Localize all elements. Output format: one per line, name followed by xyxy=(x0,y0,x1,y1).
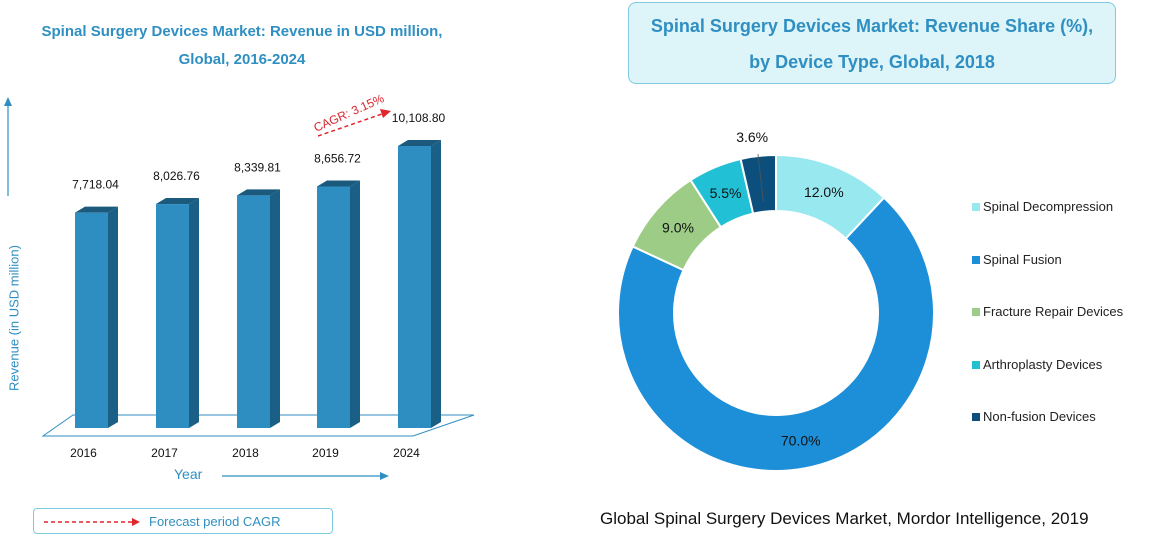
bar-chart-title: Spinal Surgery Devices Market: Revenue i… xyxy=(0,18,484,74)
bar-front xyxy=(156,204,189,428)
pie-legend-swatch xyxy=(972,203,980,211)
bar-side xyxy=(270,189,280,428)
cagr-label: CAGR: 3.15% xyxy=(312,91,387,135)
x-tick-label: 2019 xyxy=(312,446,339,460)
bar-side xyxy=(189,198,199,428)
bar-top xyxy=(237,189,280,196)
donut-slice-label: 3.6% xyxy=(736,129,768,145)
bar-chart-title-line-1: Spinal Surgery Devices Market: Revenue i… xyxy=(41,23,443,40)
bar-front xyxy=(317,186,350,428)
donut-slice-label: 9.0% xyxy=(662,220,694,236)
pie-legend-label: Non-fusion Devices xyxy=(983,409,1096,424)
pie-chart-title-line-2: by Device Type, Global, 2018 xyxy=(749,52,995,72)
donut-slice-4 xyxy=(739,153,777,215)
bar-value-label: 10,108.80 xyxy=(392,111,446,125)
pie-chart-title-line-1: Spinal Surgery Devices Market: Revenue S… xyxy=(650,16,1094,36)
pie-legend-label: Arthroplasty Devices xyxy=(983,356,1103,372)
pie-chart-title: Spinal Surgery Devices Market: Revenue S… xyxy=(628,2,1116,84)
bar-chart-x-axis-label: Year xyxy=(174,466,203,482)
x-tick-label: 2018 xyxy=(232,446,259,460)
donut-slice-label: 12.0% xyxy=(804,184,844,200)
bar-2024 xyxy=(398,139,441,428)
donut-slice-label: 70.0% xyxy=(781,433,821,449)
bar-top xyxy=(317,180,360,187)
pie-legend-label: Spinal Fusion xyxy=(983,251,1062,267)
cagr-arrowhead xyxy=(380,109,391,118)
bar-value-label: 8,339.81 xyxy=(234,160,281,174)
bar-chart-y-axis-label: Revenue (in USD million) xyxy=(6,245,22,391)
bar-side xyxy=(431,139,441,428)
bar-top xyxy=(156,198,199,205)
pie-legend-swatch xyxy=(972,255,980,264)
cagr-legend-label: Forecast period CAGR xyxy=(149,514,281,529)
bar-side xyxy=(108,206,118,428)
bar-2016 xyxy=(75,206,118,428)
source-caption: Global Spinal Surgery Devices Market, Mo… xyxy=(600,509,1089,528)
pie-legend-label: Fracture Repair Devices xyxy=(983,304,1124,319)
x-tick-label: 2024 xyxy=(393,446,420,460)
cagr-legend-arrow-icon xyxy=(44,518,140,526)
bar-2019 xyxy=(317,180,360,428)
bar-chart: 7,718.04 2016 8,026.76 2017 8,339.81 2018 8,65… xyxy=(4,91,475,480)
x-tick-label: 2016 xyxy=(70,446,97,460)
cagr-legend: Forecast period CAGR xyxy=(33,508,333,534)
pie-legend-label: Spinal Decompression xyxy=(983,199,1114,214)
bar-2018 xyxy=(237,189,280,428)
pie-legend-swatch xyxy=(972,308,980,316)
pie-legend-swatch xyxy=(972,413,980,421)
donut-slice-label: 5.5% xyxy=(710,185,742,201)
x-axis-arrowhead xyxy=(380,472,389,480)
bar-front xyxy=(398,145,431,428)
bar-front xyxy=(75,212,108,428)
donut-slice-1 xyxy=(617,196,935,472)
bar-value-label: 7,718.04 xyxy=(72,178,119,192)
cagr-arrow xyxy=(317,113,383,137)
bar-2017 xyxy=(156,198,199,428)
bar-side xyxy=(350,180,360,428)
bar-chart-title-line-2: Global, 2016-2024 xyxy=(178,51,306,68)
donut-leader-line xyxy=(757,153,764,202)
pie-legend-swatch xyxy=(972,360,980,369)
donut-chart: 12.0% 70.0% 9.0% 5.5% 3.6% xyxy=(617,129,935,472)
bar-value-label: 8,026.76 xyxy=(153,169,200,183)
bar-top xyxy=(75,206,118,213)
bar-top xyxy=(398,139,441,146)
y-axis-arrowhead xyxy=(4,97,12,106)
bar-value-label: 8,656.72 xyxy=(314,151,361,165)
x-tick-label: 2017 xyxy=(151,446,178,460)
cagr-annotation: CAGR: 3.15% xyxy=(312,91,391,137)
bar-front xyxy=(237,195,270,428)
